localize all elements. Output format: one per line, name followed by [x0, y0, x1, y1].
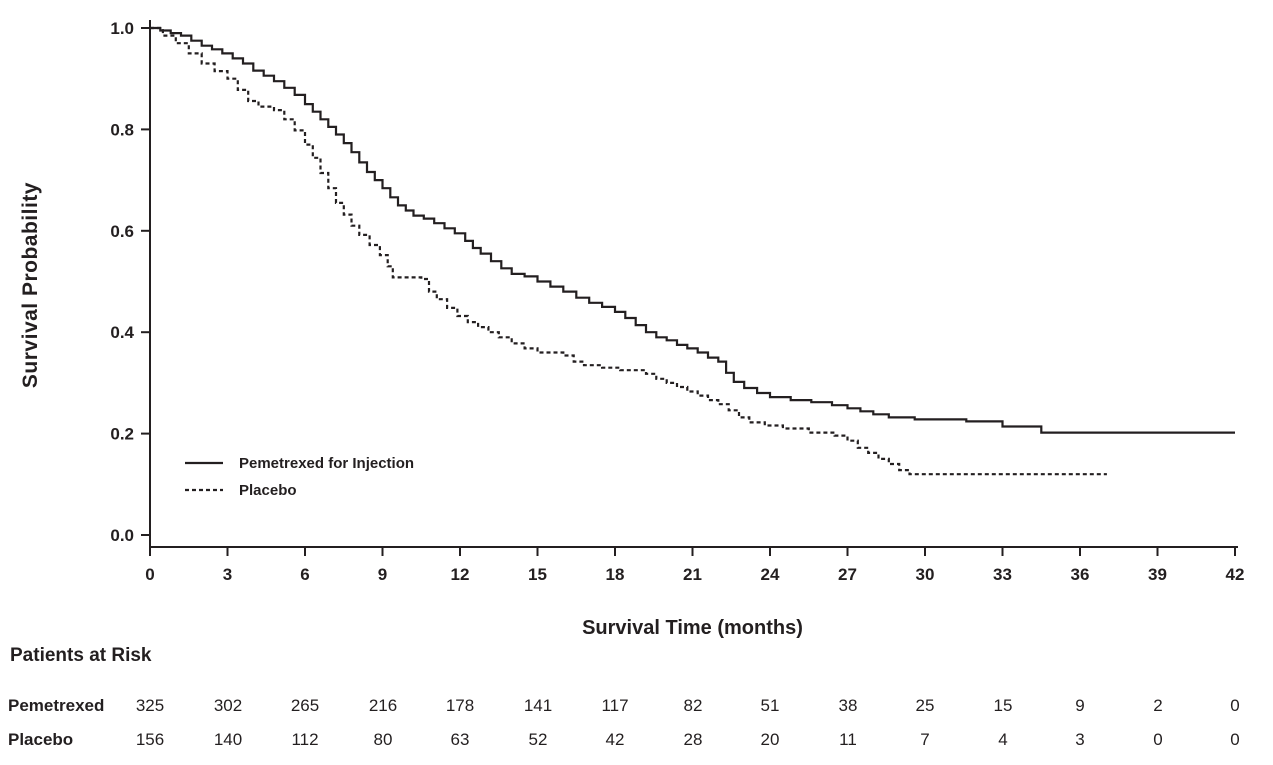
- risk-value: 63: [450, 730, 470, 749]
- series-curve-pemetrexed-for-injection: [150, 26, 1235, 434]
- x-tick-label: 3: [223, 565, 232, 584]
- risk-value: 178: [445, 696, 475, 715]
- risk-value: 0: [1230, 696, 1240, 715]
- risk-value: 216: [368, 696, 398, 715]
- y-tick-label: 0.4: [110, 323, 134, 342]
- risk-value: 0: [1230, 730, 1240, 749]
- x-tick-label: 6: [300, 565, 309, 584]
- x-tick-label: 30: [916, 565, 935, 584]
- risk-row-placebo: Placebo 156 140 112 80 63 52 42 28 20 11 7 4 3 0 0: [0, 728, 1273, 762]
- x-tick-label: 0: [145, 565, 154, 584]
- y-tick-label: 0.0: [110, 526, 134, 545]
- risk-table: Pemetrexed 325 302 265 216 178 141 117 82 51 38 25 1…: [0, 694, 1273, 762]
- y-tick-label: 1.0: [110, 19, 134, 38]
- risk-value: 80: [373, 730, 393, 749]
- risk-value: 117: [601, 696, 629, 715]
- risk-value: 11: [839, 730, 857, 749]
- x-tick-label: 12: [451, 565, 470, 584]
- risk-value: 265: [290, 696, 320, 715]
- survival-curve-chart: 0.00.20.40.60.81.00 3 6 9 12 15 18 21 24 27 30 33 36…: [110, 19, 1245, 584]
- risk-value: 325: [135, 696, 165, 715]
- risk-value: 9: [1075, 696, 1085, 715]
- x-tick-label: 39: [1148, 565, 1167, 584]
- x-tick-label: 21: [683, 565, 702, 584]
- risk-value: 42: [605, 730, 625, 749]
- risk-value: 141: [523, 696, 553, 715]
- risk-row-label: Placebo: [8, 730, 74, 749]
- risk-value: 20: [760, 730, 780, 749]
- x-tick-label: 42: [1226, 565, 1245, 584]
- x-tick-label: 36: [1071, 565, 1090, 584]
- risk-value: 25: [915, 696, 935, 715]
- risk-value: 3: [1075, 730, 1085, 749]
- risk-value: 140: [213, 730, 243, 749]
- risk-row-label: Pemetrexed: [8, 696, 105, 715]
- risk-value: 4: [998, 730, 1008, 749]
- risk-row-pemetrexed: Pemetrexed 325 302 265 216 178 141 117 82 51 38 25 1…: [0, 694, 1273, 728]
- risk-value: 7: [920, 730, 930, 749]
- risk-value: 15: [993, 696, 1013, 715]
- risk-value: 302: [213, 696, 243, 715]
- y-tick-label: 0.8: [110, 120, 134, 139]
- risk-value: 156: [135, 730, 165, 749]
- risk-value: 51: [760, 696, 780, 715]
- x-tick-label: 24: [761, 565, 780, 584]
- y-tick-label: 0.2: [110, 425, 134, 444]
- risk-value: 0: [1153, 730, 1163, 749]
- x-tick-label: 18: [606, 565, 625, 584]
- x-axis-label: Survival Time (months): [582, 617, 803, 639]
- x-tick-label: 27: [838, 565, 857, 584]
- risk-value: 38: [838, 696, 858, 715]
- risk-value: 52: [528, 730, 548, 749]
- x-tick-label: 15: [528, 565, 547, 584]
- x-tick-label: 33: [993, 565, 1012, 584]
- legend-label: Placebo: [239, 482, 297, 499]
- series-curve-placebo: [150, 26, 1107, 476]
- risk-value: 82: [683, 696, 703, 715]
- risk-value: 2: [1153, 696, 1163, 715]
- x-tick-label: 9: [378, 565, 387, 584]
- risk-value: 112: [291, 730, 319, 749]
- risk-table-title: Patients at Risk: [10, 645, 152, 666]
- risk-value: 28: [683, 730, 703, 749]
- legend-label: Pemetrexed for Injection: [239, 455, 414, 472]
- y-tick-label: 0.6: [110, 222, 134, 241]
